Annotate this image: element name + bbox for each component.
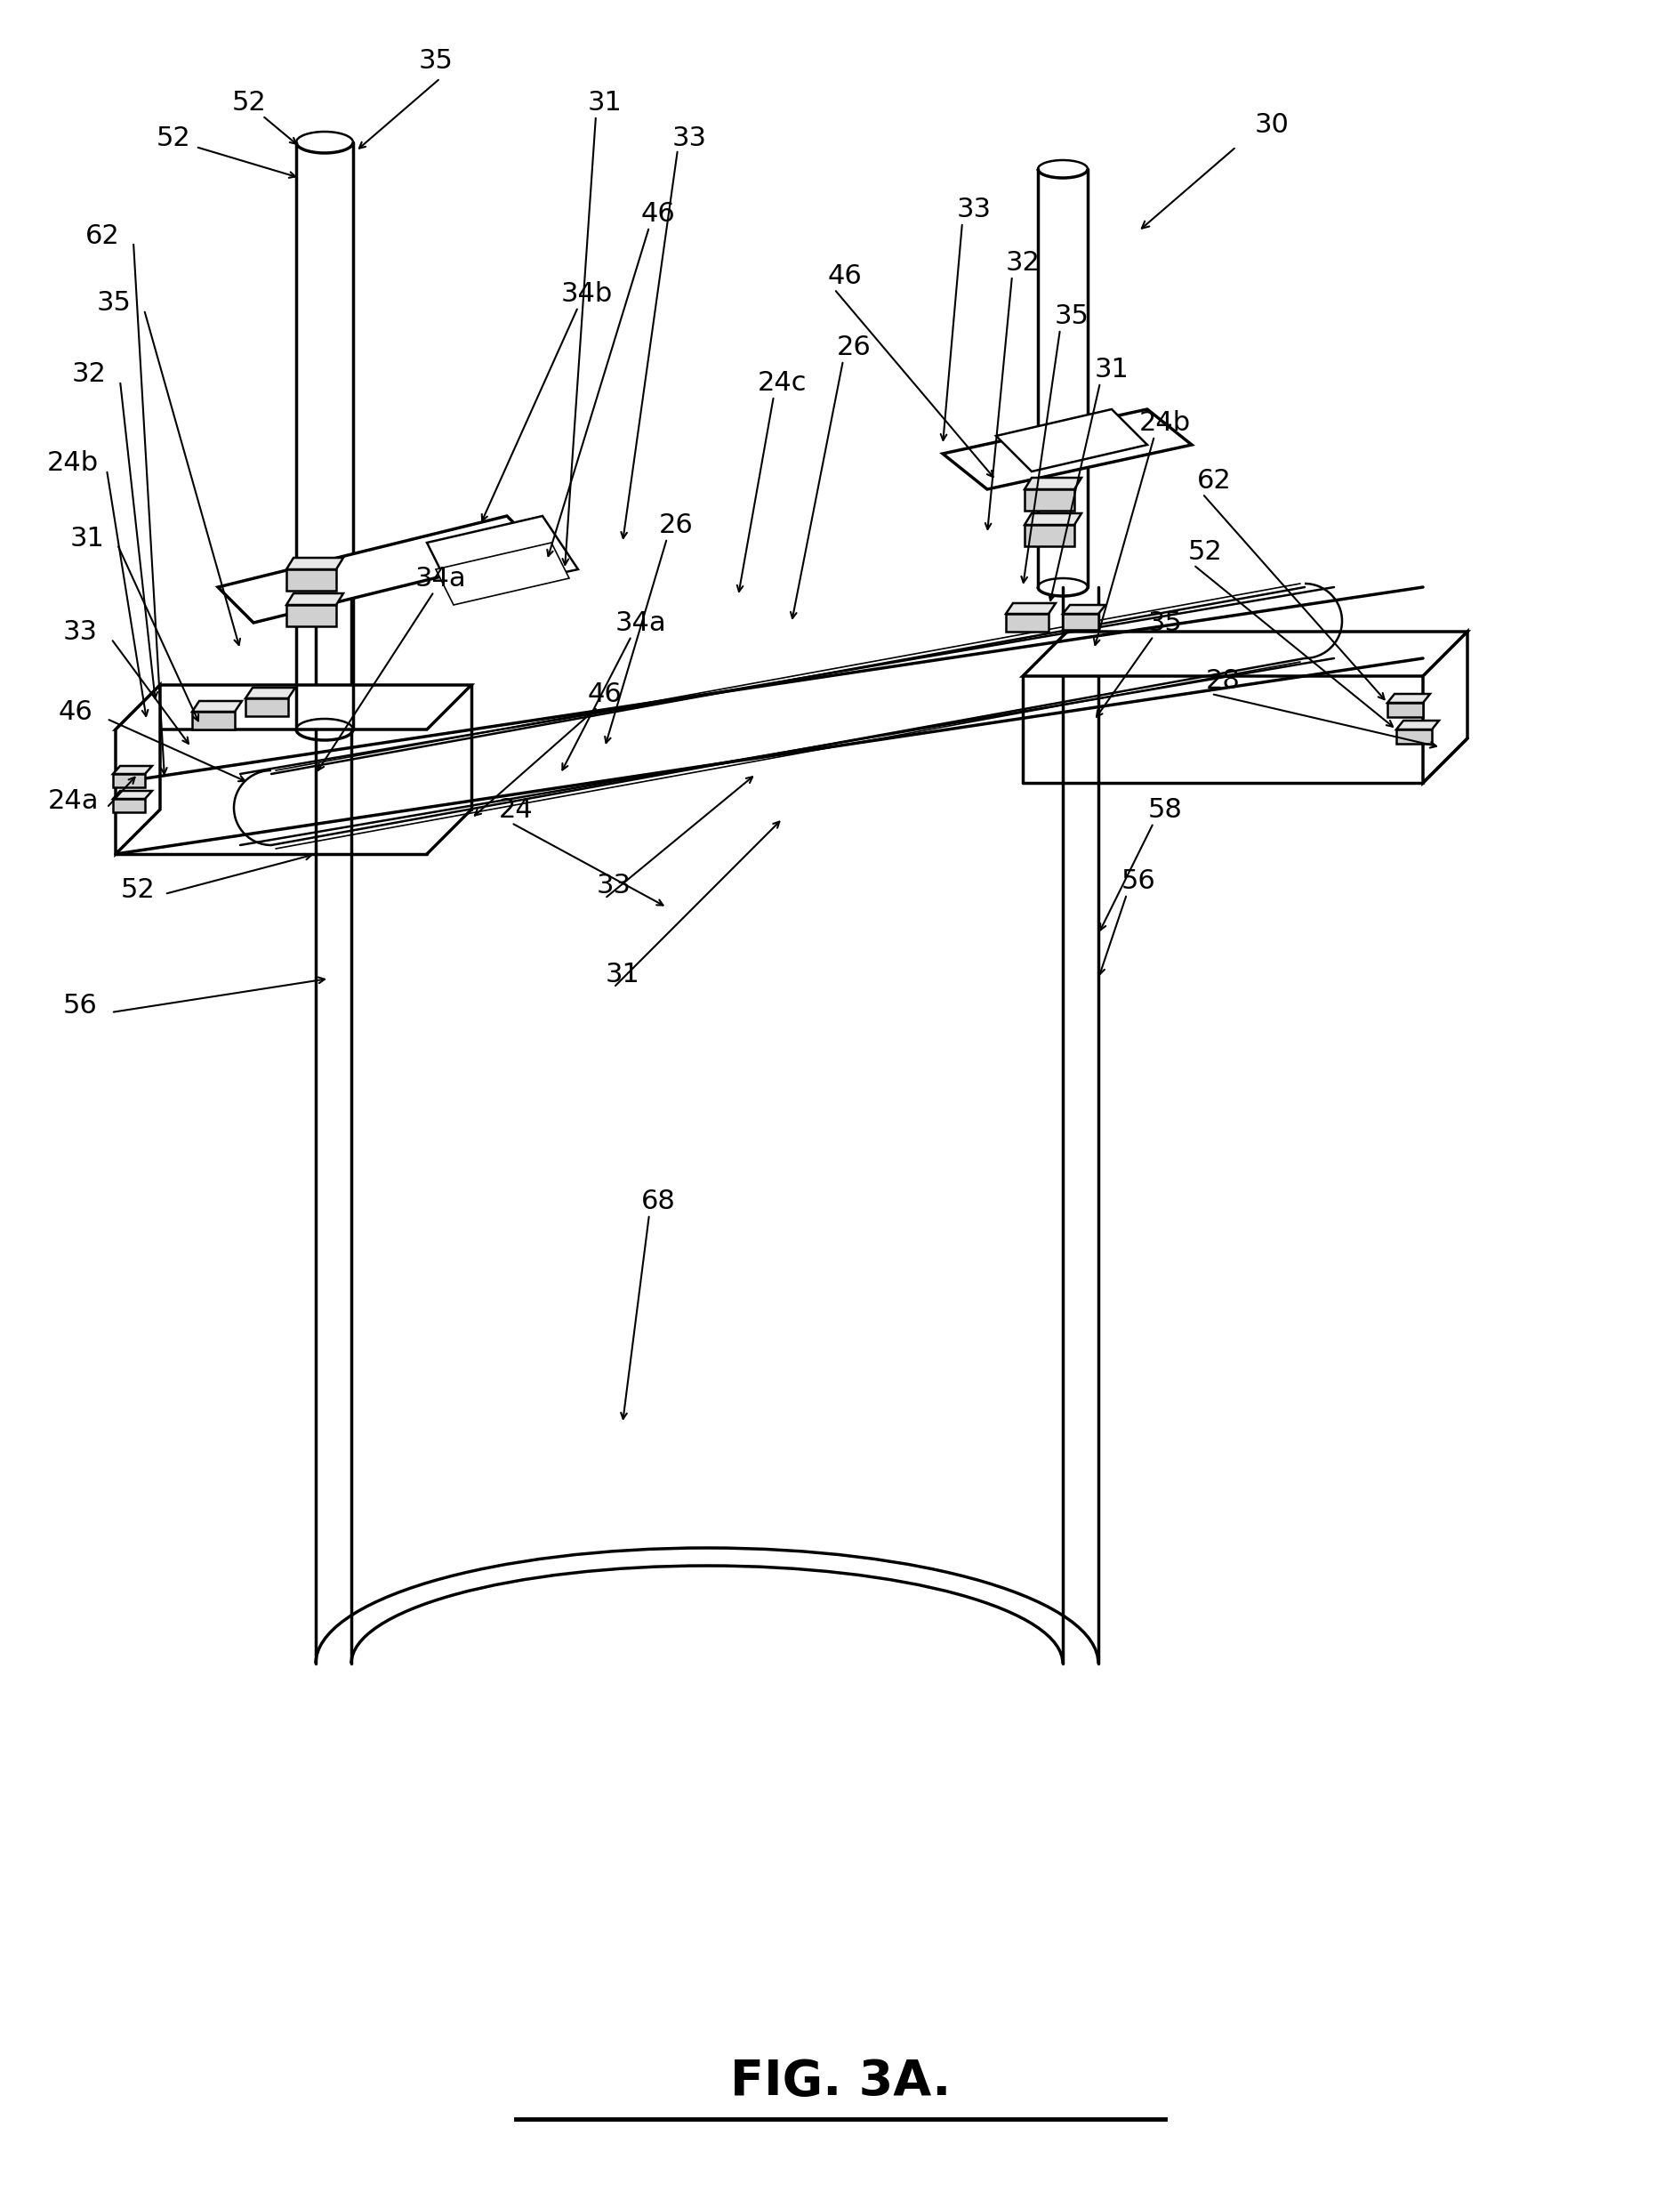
Text: 35: 35: [1053, 304, 1089, 328]
Text: 28: 28: [1205, 667, 1240, 693]
Text: 52: 52: [121, 878, 155, 902]
Text: 24a: 24a: [47, 788, 99, 814]
Polygon shape: [1386, 693, 1430, 702]
Polygon shape: [116, 684, 470, 730]
Text: 56: 56: [62, 992, 97, 1019]
Text: 35: 35: [1147, 609, 1181, 636]
Text: 34b: 34b: [561, 282, 613, 306]
Text: 33: 33: [956, 196, 991, 222]
Text: 46: 46: [588, 682, 622, 706]
Text: 52: 52: [156, 125, 190, 152]
Polygon shape: [435, 543, 570, 605]
Polygon shape: [1386, 702, 1423, 717]
Polygon shape: [286, 559, 343, 570]
Polygon shape: [1005, 614, 1048, 631]
Text: FIG. 3A.: FIG. 3A.: [729, 2057, 951, 2105]
Polygon shape: [192, 711, 235, 730]
Polygon shape: [1025, 526, 1074, 546]
Polygon shape: [1025, 488, 1074, 510]
Polygon shape: [1021, 631, 1467, 675]
Text: 68: 68: [640, 1188, 675, 1214]
Text: 58: 58: [1147, 796, 1181, 823]
Text: 30: 30: [1253, 112, 1289, 136]
Polygon shape: [116, 684, 160, 854]
Text: 31: 31: [605, 961, 640, 988]
Polygon shape: [218, 517, 543, 623]
Text: 56: 56: [1121, 867, 1156, 893]
Text: 24b: 24b: [1139, 409, 1189, 436]
Polygon shape: [427, 517, 578, 596]
Text: 46: 46: [827, 262, 862, 288]
Text: 26: 26: [837, 334, 870, 361]
Text: 46: 46: [640, 200, 675, 227]
Polygon shape: [996, 409, 1147, 471]
Text: 33: 33: [62, 618, 97, 645]
Polygon shape: [1025, 513, 1080, 526]
Text: 62: 62: [86, 222, 119, 249]
Polygon shape: [245, 689, 296, 697]
Text: 52: 52: [1188, 539, 1221, 565]
Polygon shape: [113, 774, 144, 788]
Text: 35: 35: [96, 290, 131, 315]
Polygon shape: [113, 790, 151, 799]
Polygon shape: [942, 409, 1191, 488]
Polygon shape: [1005, 603, 1055, 614]
Text: 62: 62: [1196, 466, 1230, 493]
Polygon shape: [113, 799, 144, 812]
Polygon shape: [1062, 614, 1097, 629]
Text: 31: 31: [71, 526, 104, 552]
Polygon shape: [113, 766, 151, 774]
Text: 31: 31: [1094, 356, 1129, 383]
Polygon shape: [1396, 730, 1431, 744]
Polygon shape: [245, 697, 287, 717]
Text: 52: 52: [232, 90, 265, 114]
Text: 35: 35: [418, 48, 454, 73]
Polygon shape: [1423, 631, 1467, 783]
Text: 24c: 24c: [758, 370, 806, 396]
Text: 32: 32: [72, 361, 106, 387]
Text: 24: 24: [499, 796, 533, 823]
Polygon shape: [1025, 477, 1080, 488]
Text: 31: 31: [588, 90, 622, 114]
Text: 34a: 34a: [615, 609, 665, 636]
Text: 26: 26: [659, 513, 692, 537]
Polygon shape: [286, 605, 336, 627]
Text: 24b: 24b: [47, 449, 99, 475]
Polygon shape: [1396, 722, 1438, 730]
Text: 33: 33: [672, 125, 706, 152]
Text: 34a: 34a: [415, 565, 465, 592]
Polygon shape: [192, 702, 242, 711]
Text: 46: 46: [59, 700, 92, 724]
Polygon shape: [286, 570, 336, 590]
Polygon shape: [1062, 605, 1105, 614]
Polygon shape: [286, 594, 343, 605]
Text: 33: 33: [596, 871, 630, 898]
Text: 32: 32: [1005, 249, 1040, 275]
